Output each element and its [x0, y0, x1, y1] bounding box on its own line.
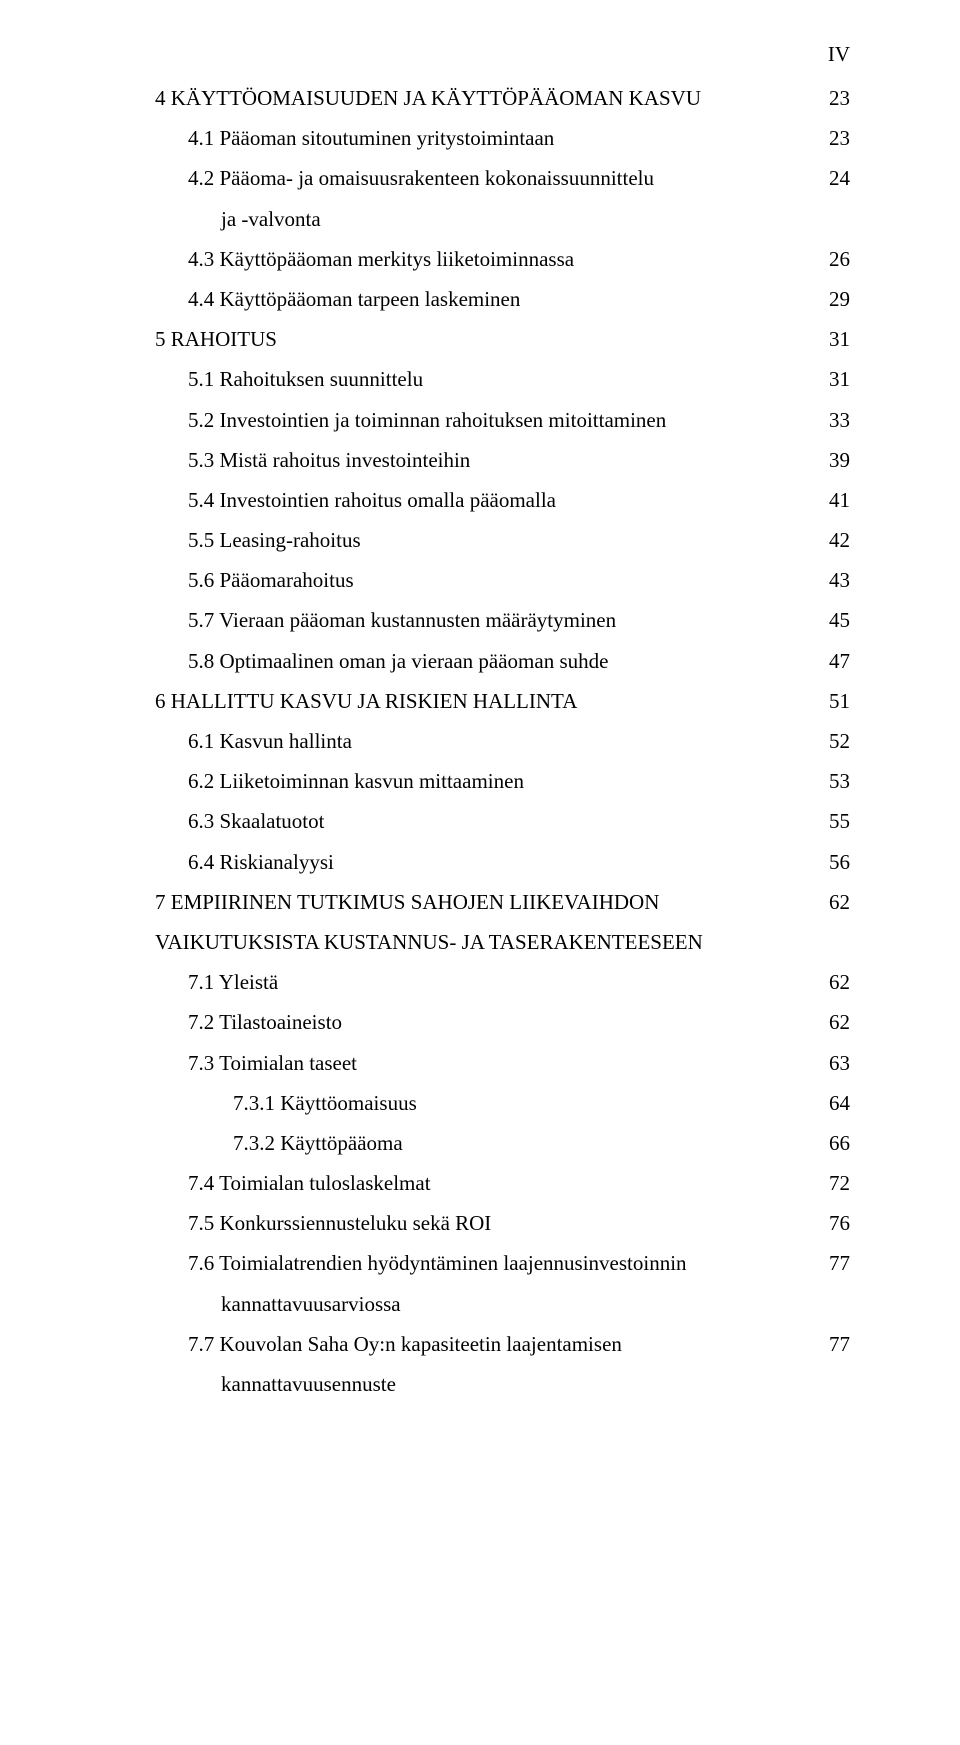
toc-entry-label: 5.1 Rahoituksen suunnittelu — [155, 369, 810, 390]
toc-entry-label: 4 KÄYTTÖOMAISUUDEN JA KÄYTTÖPÄÄOMAN KASV… — [155, 88, 810, 109]
toc-entry-page: 52 — [810, 731, 850, 752]
toc-entry-page: 33 — [810, 410, 850, 431]
toc-entry-continuation-label: ja -valvonta — [155, 209, 810, 230]
toc-entry-page: 64 — [810, 1093, 850, 1114]
toc-entry-page: 26 — [810, 249, 850, 270]
toc-entry-label: 5.3 Mistä rahoitus investointeihin — [155, 450, 810, 471]
page-number: IV — [828, 42, 850, 67]
top-spacer — [155, 50, 850, 88]
toc-entry: 7.3 Toimialan taseet63 — [155, 1053, 850, 1074]
toc-entry-label: 7.7 Kouvolan Saha Oy:n kapasiteetin laaj… — [155, 1334, 810, 1355]
toc-entry-page: 56 — [810, 852, 850, 873]
toc-entry-page: 31 — [810, 329, 850, 350]
toc-entry-label: 6 HALLITTU KASVU JA RISKIEN HALLINTA — [155, 691, 810, 712]
toc-entry-label: 7.3.2 Käyttöpääoma — [155, 1133, 810, 1154]
toc-entry: VAIKUTUKSISTA KUSTANNUS- JA TASERAKENTEE… — [155, 932, 850, 953]
toc-entry-label: 5.8 Optimaalinen oman ja vieraan pääoman… — [155, 651, 810, 672]
toc-entry: 6.2 Liiketoiminnan kasvun mittaaminen53 — [155, 771, 850, 792]
toc-entry-label: 7.6 Toimialatrendien hyödyntäminen laaje… — [155, 1253, 810, 1274]
toc-entry-page: 72 — [810, 1173, 850, 1194]
toc-entry: 6.4 Riskianalyysi56 — [155, 852, 850, 873]
toc-entry-page: 39 — [810, 450, 850, 471]
toc-entry-label: 7.3 Toimialan taseet — [155, 1053, 810, 1074]
toc-entry: 7.7 Kouvolan Saha Oy:n kapasiteetin laaj… — [155, 1334, 850, 1355]
toc-entry: 4.2 Pääoma- ja omaisuusrakenteen kokonai… — [155, 168, 850, 189]
toc-entry-label: 4.4 Käyttöpääoman tarpeen laskeminen — [155, 289, 810, 310]
toc-entry-page: 31 — [810, 369, 850, 390]
toc-entry-page: 53 — [810, 771, 850, 792]
toc-entry: 7.6 Toimialatrendien hyödyntäminen laaje… — [155, 1253, 850, 1274]
toc-entry-continuation: ja -valvonta — [155, 209, 850, 230]
toc-entry-label: 5.6 Pääomarahoitus — [155, 570, 810, 591]
toc-entry: 5 RAHOITUS31 — [155, 329, 850, 350]
toc-entry-label: 7.4 Toimialan tuloslaskelmat — [155, 1173, 810, 1194]
toc-entry-page: 45 — [810, 610, 850, 631]
toc-entry: 7 EMPIIRINEN TUTKIMUS SAHOJEN LIIKEVAIHD… — [155, 892, 850, 913]
document-page: IV 4 KÄYTTÖOMAISUUDEN JA KÄYTTÖPÄÄOMAN K… — [0, 0, 960, 1745]
toc-entry: 4.4 Käyttöpääoman tarpeen laskeminen29 — [155, 289, 850, 310]
toc-entry: 4 KÄYTTÖOMAISUUDEN JA KÄYTTÖPÄÄOMAN KASV… — [155, 88, 850, 109]
toc-entry-label: 7 EMPIIRINEN TUTKIMUS SAHOJEN LIIKEVAIHD… — [155, 892, 810, 913]
toc-entry-label: 7.2 Tilastoaineisto — [155, 1012, 810, 1033]
toc-entry-page: 63 — [810, 1053, 850, 1074]
toc-entry-page: 23 — [810, 88, 850, 109]
toc-entry-label: 5.5 Leasing-rahoitus — [155, 530, 810, 551]
toc-entry: 5.7 Vieraan pääoman kustannusten määräyt… — [155, 610, 850, 631]
toc-entry-label: 5.2 Investointien ja toiminnan rahoituks… — [155, 410, 810, 431]
toc-entry: 7.1 Yleistä62 — [155, 972, 850, 993]
toc-entry: 5.4 Investointien rahoitus omalla pääoma… — [155, 490, 850, 511]
toc-entry-page: 77 — [810, 1334, 850, 1355]
toc-entry-page: 42 — [810, 530, 850, 551]
toc-entry: 5.5 Leasing-rahoitus42 — [155, 530, 850, 551]
toc-entry-label: 4.1 Pääoman sitoutuminen yritystoimintaa… — [155, 128, 810, 149]
toc-entry-page: 51 — [810, 691, 850, 712]
toc-entry-label: 5.7 Vieraan pääoman kustannusten määräyt… — [155, 610, 810, 631]
toc-entry: 5.8 Optimaalinen oman ja vieraan pääoman… — [155, 651, 850, 672]
toc-entry-label: 7.1 Yleistä — [155, 972, 810, 993]
toc-entry-continuation: kannattavuusennuste — [155, 1374, 850, 1395]
toc-entry: 7.4 Toimialan tuloslaskelmat72 — [155, 1173, 850, 1194]
toc-entry-page: 24 — [810, 168, 850, 189]
toc-entry-continuation-label: kannattavuusennuste — [155, 1374, 810, 1395]
toc-entry-label: 5.4 Investointien rahoitus omalla pääoma… — [155, 490, 810, 511]
toc-entry-page: 41 — [810, 490, 850, 511]
toc-entry-page: 77 — [810, 1253, 850, 1274]
toc-entry-label: 6.2 Liiketoiminnan kasvun mittaaminen — [155, 771, 810, 792]
toc-entry: 4.1 Pääoman sitoutuminen yritystoimintaa… — [155, 128, 850, 149]
toc-entry-continuation: kannattavuusarviossa — [155, 1294, 850, 1315]
toc-entry-label: 6.3 Skaalatuotot — [155, 811, 810, 832]
toc-entry-page: 62 — [810, 1012, 850, 1033]
toc-entry-page: 43 — [810, 570, 850, 591]
toc-entry: 7.3.2 Käyttöpääoma66 — [155, 1133, 850, 1154]
toc-entry-label: 7.3.1 Käyttöomaisuus — [155, 1093, 810, 1114]
toc-entry-page: 66 — [810, 1133, 850, 1154]
toc-entry: 6 HALLITTU KASVU JA RISKIEN HALLINTA51 — [155, 691, 850, 712]
toc-entry: 6.1 Kasvun hallinta52 — [155, 731, 850, 752]
toc-entry: 6.3 Skaalatuotot55 — [155, 811, 850, 832]
toc-entry-page: 55 — [810, 811, 850, 832]
toc-entry: 4.3 Käyttöpääoman merkitys liiketoiminna… — [155, 249, 850, 270]
toc-entry: 5.1 Rahoituksen suunnittelu31 — [155, 369, 850, 390]
toc-entry: 7.5 Konkurssiennusteluku sekä ROI76 — [155, 1213, 850, 1234]
toc-entry-page: 62 — [810, 892, 850, 913]
toc-entry-label: VAIKUTUKSISTA KUSTANNUS- JA TASERAKENTEE… — [155, 932, 810, 953]
table-of-contents: 4 KÄYTTÖOMAISUUDEN JA KÄYTTÖPÄÄOMAN KASV… — [155, 88, 850, 1395]
toc-entry-page: 29 — [810, 289, 850, 310]
toc-entry: 7.3.1 Käyttöomaisuus64 — [155, 1093, 850, 1114]
toc-entry-label: 6.1 Kasvun hallinta — [155, 731, 810, 752]
toc-entry-label: 6.4 Riskianalyysi — [155, 852, 810, 873]
toc-entry-label: 5 RAHOITUS — [155, 329, 810, 350]
toc-entry-label: 4.2 Pääoma- ja omaisuusrakenteen kokonai… — [155, 168, 810, 189]
toc-entry-page: 47 — [810, 651, 850, 672]
toc-entry-page: 62 — [810, 972, 850, 993]
toc-entry-page: 23 — [810, 128, 850, 149]
toc-entry: 7.2 Tilastoaineisto62 — [155, 1012, 850, 1033]
toc-entry: 5.2 Investointien ja toiminnan rahoituks… — [155, 410, 850, 431]
toc-entry: 5.3 Mistä rahoitus investointeihin39 — [155, 450, 850, 471]
toc-entry-page: 76 — [810, 1213, 850, 1234]
toc-entry-label: 7.5 Konkurssiennusteluku sekä ROI — [155, 1213, 810, 1234]
toc-entry: 5.6 Pääomarahoitus43 — [155, 570, 850, 591]
toc-entry-label: 4.3 Käyttöpääoman merkitys liiketoiminna… — [155, 249, 810, 270]
toc-entry-continuation-label: kannattavuusarviossa — [155, 1294, 810, 1315]
